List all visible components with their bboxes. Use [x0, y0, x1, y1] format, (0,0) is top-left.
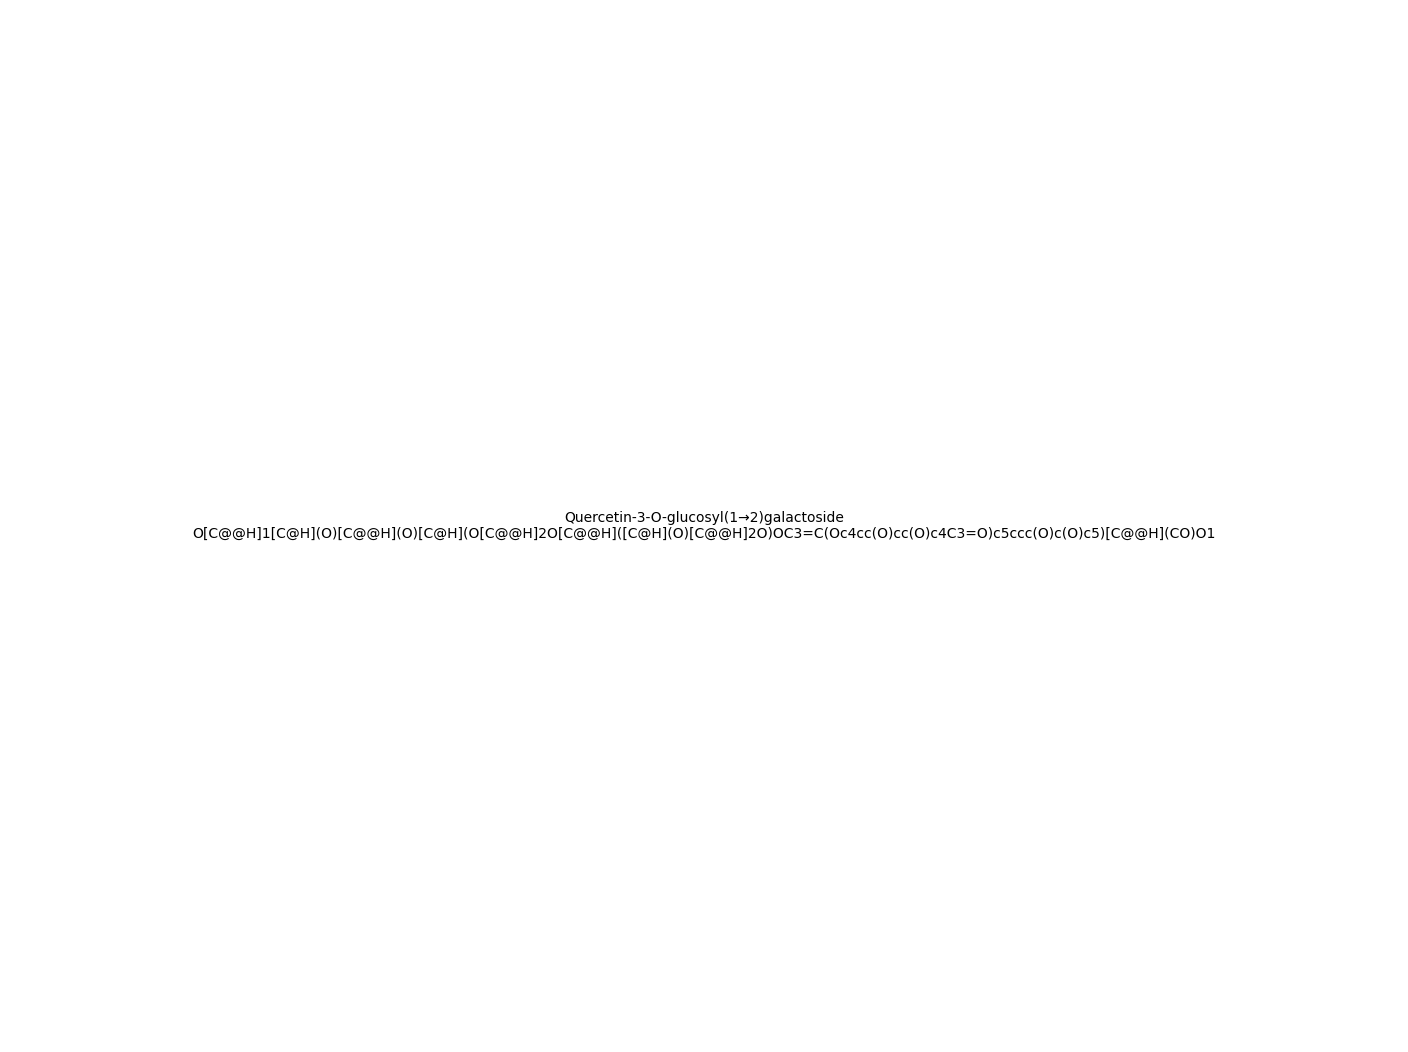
Text: Quercetin-3-O-glucosyl(1→2)galactoside
O[C@@H]1[C@H](O)[C@@H](O)[C@H](O[C@@H]2O[: Quercetin-3-O-glucosyl(1→2)galactoside O… — [193, 511, 1215, 541]
